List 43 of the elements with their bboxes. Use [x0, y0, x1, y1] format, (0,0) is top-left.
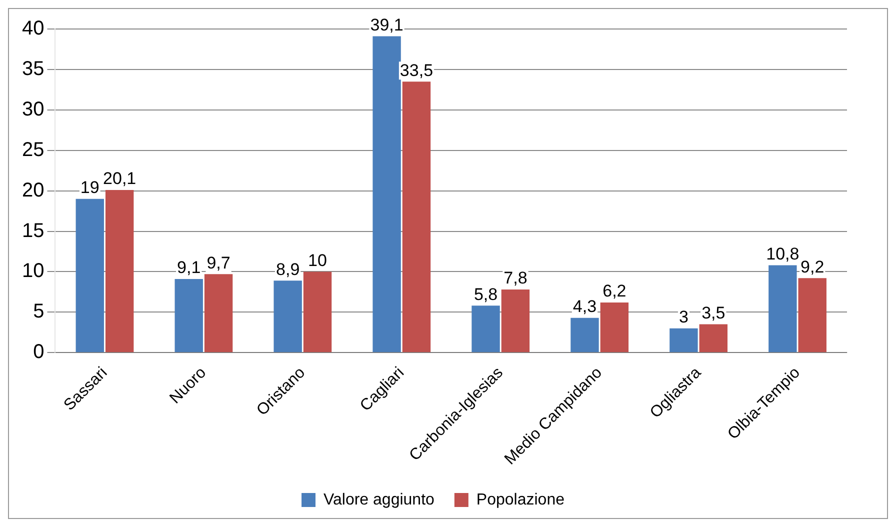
- data-label: 33,5: [400, 60, 434, 80]
- data-label: 3,5: [702, 303, 726, 322]
- y-tick-label: 5: [33, 300, 44, 323]
- bar: [274, 280, 302, 352]
- data-label: 7,8: [504, 268, 528, 288]
- legend-label: Popolazione: [476, 491, 565, 508]
- bar: [76, 198, 104, 352]
- bar: [670, 328, 698, 352]
- data-label: 8,9: [276, 260, 300, 279]
- data-label: 9,2: [800, 257, 824, 276]
- bar: [402, 82, 431, 352]
- bar: [372, 36, 401, 352]
- data-label: 20,1: [103, 169, 136, 188]
- y-tick-label: 10: [22, 260, 44, 282]
- bar: [472, 306, 500, 352]
- y-tick-label: 15: [22, 220, 44, 242]
- bar: [204, 274, 233, 352]
- data-label: 10,8: [766, 244, 800, 264]
- bar: [303, 272, 332, 352]
- y-tick-label: 40: [22, 18, 44, 40]
- data-label: 9,1: [177, 258, 201, 278]
- data-label: 6,2: [602, 282, 626, 301]
- y-tick-label: 25: [22, 138, 44, 161]
- bar: [501, 290, 530, 352]
- data-label: 19: [80, 178, 100, 198]
- bar: [699, 324, 728, 352]
- y-tick-label: 0: [33, 341, 44, 364]
- y-tick-label: 35: [22, 58, 44, 80]
- legend-label: Valore aggiunto: [324, 491, 435, 508]
- bar: [105, 190, 134, 352]
- data-label: 9,7: [206, 253, 230, 272]
- data-label: 10: [308, 250, 327, 270]
- bar: [600, 302, 629, 352]
- bar: [798, 278, 826, 352]
- bar: [570, 318, 599, 352]
- y-tick-label: 20: [22, 179, 44, 202]
- data-label: 3: [678, 308, 688, 327]
- data-label: 4,3: [572, 297, 597, 316]
- y-tick-label: 30: [22, 98, 44, 120]
- data-label: 5,8: [474, 284, 498, 304]
- bar: [174, 278, 203, 352]
- data-label: 39,1: [370, 15, 404, 34]
- bar: [768, 265, 797, 352]
